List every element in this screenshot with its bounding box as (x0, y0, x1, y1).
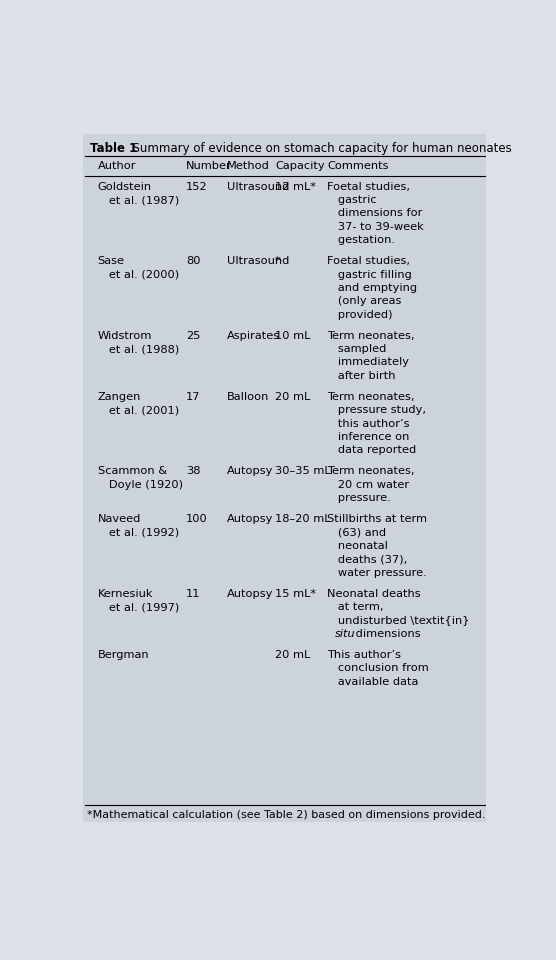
Text: *Mathematical calculation (see Table 2) based on dimensions provided.: *Mathematical calculation (see Table 2) … (87, 809, 485, 820)
Text: pressure study,: pressure study, (327, 405, 426, 416)
Text: Zangen: Zangen (97, 392, 141, 402)
Text: This author’s: This author’s (327, 650, 401, 660)
Text: 100: 100 (186, 515, 208, 524)
Text: 38: 38 (186, 467, 201, 476)
Text: et al. (1992): et al. (1992) (97, 528, 178, 538)
Text: et al. (2000): et al. (2000) (97, 270, 178, 279)
Text: 15 mL*: 15 mL* (275, 588, 316, 599)
Text: 10 mL: 10 mL (275, 331, 310, 341)
Text: at term,: at term, (327, 602, 384, 612)
Text: Term neonates,: Term neonates, (327, 392, 415, 402)
Text: Term neonates,: Term neonates, (327, 467, 415, 476)
Text: Doyle (1920): Doyle (1920) (97, 480, 182, 490)
Text: 80: 80 (186, 256, 201, 266)
Text: 20 mL: 20 mL (275, 392, 310, 402)
Text: and emptying: and emptying (327, 283, 418, 293)
Text: inference on: inference on (327, 432, 410, 442)
Text: situ: situ (335, 629, 356, 639)
Text: gastric: gastric (327, 195, 377, 205)
Text: et al. (1988): et al. (1988) (97, 344, 179, 354)
Text: (63) and: (63) and (327, 528, 386, 538)
Text: 30–35 mL: 30–35 mL (275, 467, 330, 476)
Text: 17: 17 (186, 392, 201, 402)
Text: Kernesiuk: Kernesiuk (97, 588, 153, 599)
Text: 20 cm water: 20 cm water (327, 480, 409, 490)
Text: gestation.: gestation. (327, 235, 395, 245)
Text: Naveed: Naveed (97, 515, 141, 524)
Text: 12 mL*: 12 mL* (275, 181, 316, 192)
Text: Number: Number (186, 161, 232, 171)
Text: conclusion from: conclusion from (327, 663, 429, 673)
Text: gastric filling: gastric filling (327, 270, 412, 279)
Text: Scammon &: Scammon & (97, 467, 167, 476)
Text: Aspirates: Aspirates (226, 331, 280, 341)
Text: Goldstein: Goldstein (97, 181, 152, 192)
Text: this author’s: this author’s (327, 419, 410, 429)
Text: Widstrom: Widstrom (97, 331, 152, 341)
Text: Foetal studies,: Foetal studies, (327, 256, 410, 266)
Text: et al. (1997): et al. (1997) (97, 602, 179, 612)
Text: Sase: Sase (97, 256, 125, 266)
Text: data reported: data reported (327, 445, 416, 455)
Text: Table 1: Table 1 (90, 142, 137, 156)
Text: Neonatal deaths: Neonatal deaths (327, 588, 421, 599)
Text: Author: Author (97, 161, 136, 171)
Text: dimensions: dimensions (352, 629, 421, 639)
Text: Bergman: Bergman (97, 650, 149, 660)
Text: sampled: sampled (327, 344, 386, 354)
Text: 37- to 39-week: 37- to 39-week (327, 222, 424, 231)
Text: neonatal: neonatal (327, 541, 388, 551)
Text: et al. (2001): et al. (2001) (97, 405, 178, 416)
Text: deaths (37),: deaths (37), (327, 554, 408, 564)
Text: 152: 152 (186, 181, 208, 192)
Text: Capacity: Capacity (275, 161, 325, 171)
Text: Ultrasound: Ultrasound (226, 256, 289, 266)
Text: Autopsy: Autopsy (226, 588, 273, 599)
Text: Autopsy: Autopsy (226, 515, 273, 524)
Text: immediately: immediately (327, 357, 409, 368)
Text: after birth: after birth (327, 371, 396, 381)
Text: 18–20 mL: 18–20 mL (275, 515, 330, 524)
Text: undisturbed \textit{in}: undisturbed \textit{in} (327, 615, 470, 626)
Text: 25: 25 (186, 331, 201, 341)
Text: Balloon: Balloon (226, 392, 269, 402)
Text: et al. (1987): et al. (1987) (97, 195, 179, 205)
Text: 11: 11 (186, 588, 201, 599)
Text: Ultrasound: Ultrasound (226, 181, 289, 192)
Text: Autopsy: Autopsy (226, 467, 273, 476)
Text: 20 mL: 20 mL (275, 650, 310, 660)
Text: water pressure.: water pressure. (327, 567, 427, 578)
Text: dimensions for: dimensions for (327, 208, 423, 219)
Text: Stillbirths at term: Stillbirths at term (327, 515, 427, 524)
Text: Method: Method (226, 161, 270, 171)
Text: Comments: Comments (327, 161, 389, 171)
Text: (only areas: (only areas (327, 297, 401, 306)
Text: *: * (275, 256, 280, 266)
Text: Term neonates,: Term neonates, (327, 331, 415, 341)
Text: provided): provided) (327, 310, 393, 320)
Text: Foetal studies,: Foetal studies, (327, 181, 410, 192)
Text: available data: available data (327, 677, 419, 686)
Text: Summary of evidence on stomach capacity for human neonates: Summary of evidence on stomach capacity … (125, 142, 512, 156)
Text: pressure.: pressure. (327, 493, 391, 503)
